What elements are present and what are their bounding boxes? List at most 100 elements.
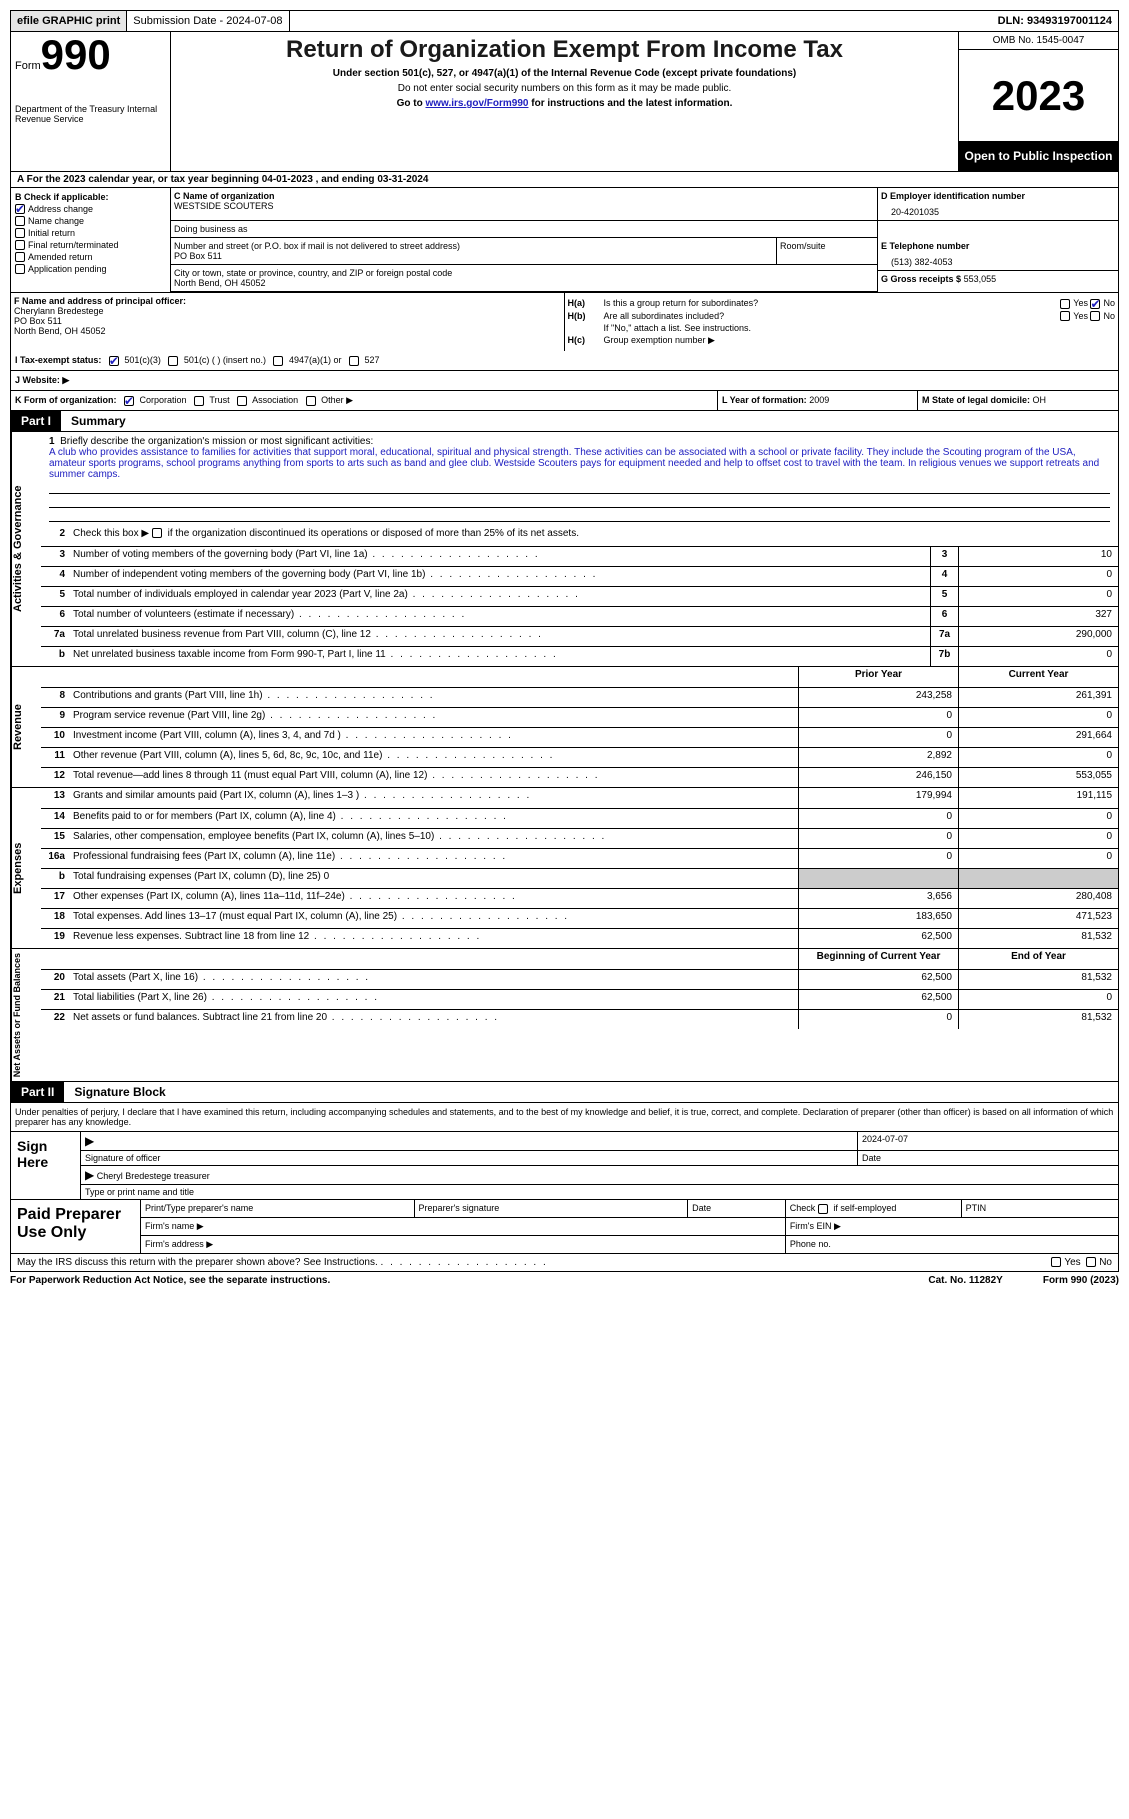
i-checkbox[interactable] <box>168 356 178 366</box>
paperwork-notice: For Paperwork Reduction Act Notice, see … <box>10 1275 928 1286</box>
current-val: 553,055 <box>958 768 1118 787</box>
current-val: 0 <box>958 708 1118 727</box>
officer-addr1: PO Box 511 <box>14 316 561 326</box>
b-checkbox-item: Name change <box>15 216 166 226</box>
row-desc: Net unrelated business taxable income fr… <box>69 647 930 666</box>
b-checkbox-label: Final return/terminated <box>28 240 119 250</box>
i-label: I Tax-exempt status: <box>15 355 101 365</box>
end-year-header: End of Year <box>958 949 1118 969</box>
b-checkbox[interactable] <box>15 216 25 226</box>
print-name-label: Print/Type preparer's name <box>141 1200 415 1217</box>
street-label: Number and street (or P.O. box if mail i… <box>174 241 773 251</box>
prior-val: 0 <box>798 708 958 727</box>
hb-no-checkbox[interactable] <box>1090 311 1100 321</box>
ha-yes-checkbox[interactable] <box>1060 299 1070 309</box>
goto-line: Go to www.irs.gov/Form990 for instructio… <box>179 98 950 109</box>
row-val: 290,000 <box>958 627 1118 646</box>
officer-addr2: North Bend, OH 45052 <box>14 326 561 336</box>
k-checkbox[interactable] <box>194 396 204 406</box>
ein-box: D Employer identification number 20-4201… <box>878 188 1118 221</box>
prior-val <box>798 869 958 888</box>
form-subtitle: Under section 501(c), 527, or 4947(a)(1)… <box>179 68 950 79</box>
hb-note: If "No," attach a list. See instructions… <box>604 323 1116 333</box>
officer-name: Cherylann Bredestege <box>14 306 561 316</box>
row-box: 4 <box>930 567 958 586</box>
ha-text: Is this a group return for subordinates? <box>604 298 1061 309</box>
expenses-label: Expenses <box>11 788 41 948</box>
efile-print-button[interactable]: efile GRAPHIC print <box>11 11 127 31</box>
row-num: 7a <box>41 627 69 646</box>
row-desc: Total liabilities (Part X, line 26) <box>69 990 798 1009</box>
form-header: Form990 Department of the Treasury Inter… <box>10 32 1119 172</box>
row-num: 13 <box>41 788 69 808</box>
row-desc: Other revenue (Part VIII, column (A), li… <box>69 748 798 767</box>
row-box: 7b <box>930 647 958 666</box>
hc-label: H(c) <box>568 335 604 346</box>
section-m: M State of legal domicile: OH <box>918 391 1118 410</box>
activities-governance-section: Activities & Governance 1 Briefly descri… <box>10 432 1119 667</box>
row-desc: Grants and similar amounts paid (Part IX… <box>69 788 798 808</box>
ha-no-checkbox[interactable] <box>1090 299 1100 309</box>
part1-tag: Part I <box>11 411 61 431</box>
gross-value: 553,055 <box>964 274 997 284</box>
room-box: Room/suite <box>777 238 877 264</box>
net-row: 21 Total liabilities (Part X, line 26) 6… <box>41 989 1118 1009</box>
row-box: 6 <box>930 607 958 626</box>
row-num: 4 <box>41 567 69 586</box>
row-desc: Other expenses (Part IX, column (A), lin… <box>69 889 798 908</box>
self-employed-checkbox[interactable] <box>818 1204 828 1214</box>
b-checkbox[interactable] <box>15 228 25 238</box>
j-label: J Website: ▶ <box>15 375 69 385</box>
i-checkbox[interactable] <box>109 356 119 366</box>
b-checkbox[interactable] <box>15 240 25 250</box>
current-val: 0 <box>958 809 1118 828</box>
b-checkbox[interactable] <box>15 264 25 274</box>
q1-text: Briefly describe the organization's miss… <box>60 436 373 447</box>
telephone-box: E Telephone number (513) 382-4053 <box>878 238 1118 271</box>
row-box: 3 <box>930 547 958 566</box>
l-label: L Year of formation: <box>722 395 807 405</box>
discuss-no-checkbox[interactable] <box>1086 1257 1096 1267</box>
irs-link[interactable]: www.irs.gov/Form990 <box>425 98 528 109</box>
b-checkbox[interactable] <box>15 204 25 214</box>
k-checkbox[interactable] <box>306 396 316 406</box>
header-left: Form990 Department of the Treasury Inter… <box>11 32 171 171</box>
k-checkbox[interactable] <box>124 396 134 406</box>
prior-val: 0 <box>798 728 958 747</box>
discuss-yes-checkbox[interactable] <box>1051 1257 1061 1267</box>
city-value: North Bend, OH 45052 <box>174 278 874 288</box>
mission-text: A club who provides assistance to famili… <box>49 447 1099 480</box>
expense-row: 18 Total expenses. Add lines 13–17 (must… <box>41 908 1118 928</box>
form-label: Form <box>15 60 41 72</box>
summary-row: 5 Total number of individuals employed i… <box>41 586 1118 606</box>
mission-block: 1 Briefly describe the organization's mi… <box>41 432 1118 526</box>
dba-box: Doing business as <box>171 221 878 238</box>
underline-2 <box>49 494 1110 508</box>
city-label: City or town, state or province, country… <box>174 268 874 278</box>
q2-checkbox[interactable] <box>152 528 162 538</box>
ein-value: 20-4201035 <box>881 207 1115 217</box>
row-desc: Professional fundraising fees (Part IX, … <box>69 849 798 868</box>
expense-row: 17 Other expenses (Part IX, column (A), … <box>41 888 1118 908</box>
prior-val: 2,892 <box>798 748 958 767</box>
m-value: OH <box>1033 395 1047 405</box>
row-desc: Total assets (Part X, line 16) <box>69 970 798 989</box>
row-desc: Total expenses. Add lines 13–17 (must eq… <box>69 909 798 928</box>
sig-date-value: 2024-07-07 <box>858 1132 1118 1150</box>
row-desc: Total number of volunteers (estimate if … <box>69 607 930 626</box>
row-desc: Contributions and grants (Part VIII, lin… <box>69 688 798 707</box>
rev-header-desc <box>69 667 798 687</box>
city-box: City or town, state or province, country… <box>171 265 877 292</box>
i-checkbox[interactable] <box>273 356 283 366</box>
b-checkbox[interactable] <box>15 252 25 262</box>
row-f-h: F Name and address of principal officer:… <box>10 292 1119 351</box>
ein-gap <box>878 221 1118 238</box>
b-checkbox-item: Amended return <box>15 252 166 262</box>
b-checkbox-item: Application pending <box>15 264 166 274</box>
m-label: M State of legal domicile: <box>922 395 1030 405</box>
k-checkbox[interactable] <box>237 396 247 406</box>
firm-name-label: Firm's name ▶ <box>141 1218 786 1235</box>
row-val: 0 <box>958 647 1118 666</box>
i-checkbox[interactable] <box>349 356 359 366</box>
hb-yes-checkbox[interactable] <box>1060 311 1070 321</box>
